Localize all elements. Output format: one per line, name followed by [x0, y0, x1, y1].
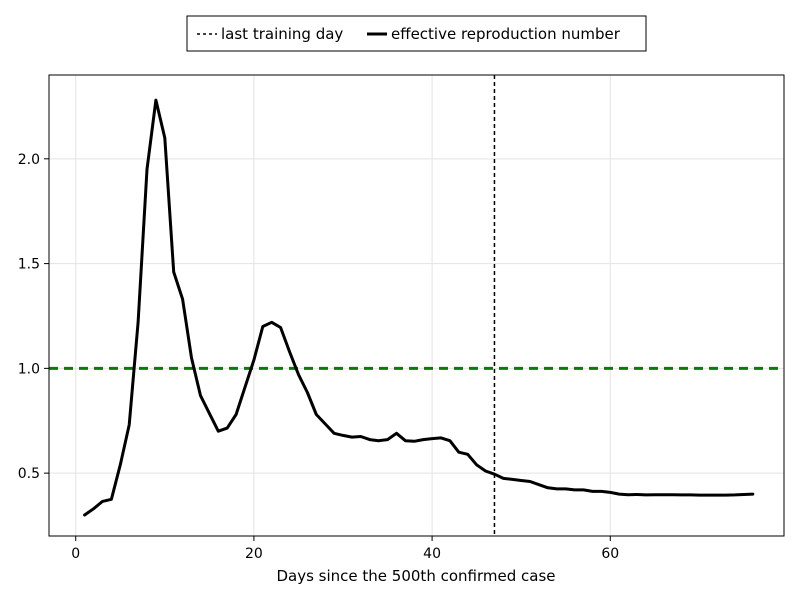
x-tick-label: 40 — [423, 546, 441, 562]
series-layer — [83, 98, 755, 517]
legend-box — [186, 15, 647, 52]
y-tick-label: 1.0 — [18, 361, 40, 377]
x-axis-ticks: 0 20 40 60 — [71, 536, 619, 562]
legend-label-last-training-day: last training day — [221, 25, 343, 43]
x-tick-label: 60 — [601, 546, 619, 562]
x-tick-label: 0 — [71, 546, 80, 562]
y-tick-label: 1.5 — [18, 257, 40, 273]
legend: last training day effective reproduction… — [186, 15, 647, 52]
y-axis-ticks: 0.5 1.0 1.5 2.0 — [18, 152, 49, 482]
y-tick-label: 2.0 — [18, 152, 40, 168]
reference-lines — [49, 75, 784, 536]
x-axis-title: Days since the 500th confirmed case — [276, 567, 555, 585]
y-tick-label: 0.5 — [18, 466, 40, 482]
series-line-effective-reproduction-number — [83, 98, 755, 517]
x-tick-label: 20 — [245, 546, 263, 562]
plot-frame — [48, 74, 785, 537]
legend-label-effective-reproduction-number: effective reproduction number — [391, 25, 621, 43]
